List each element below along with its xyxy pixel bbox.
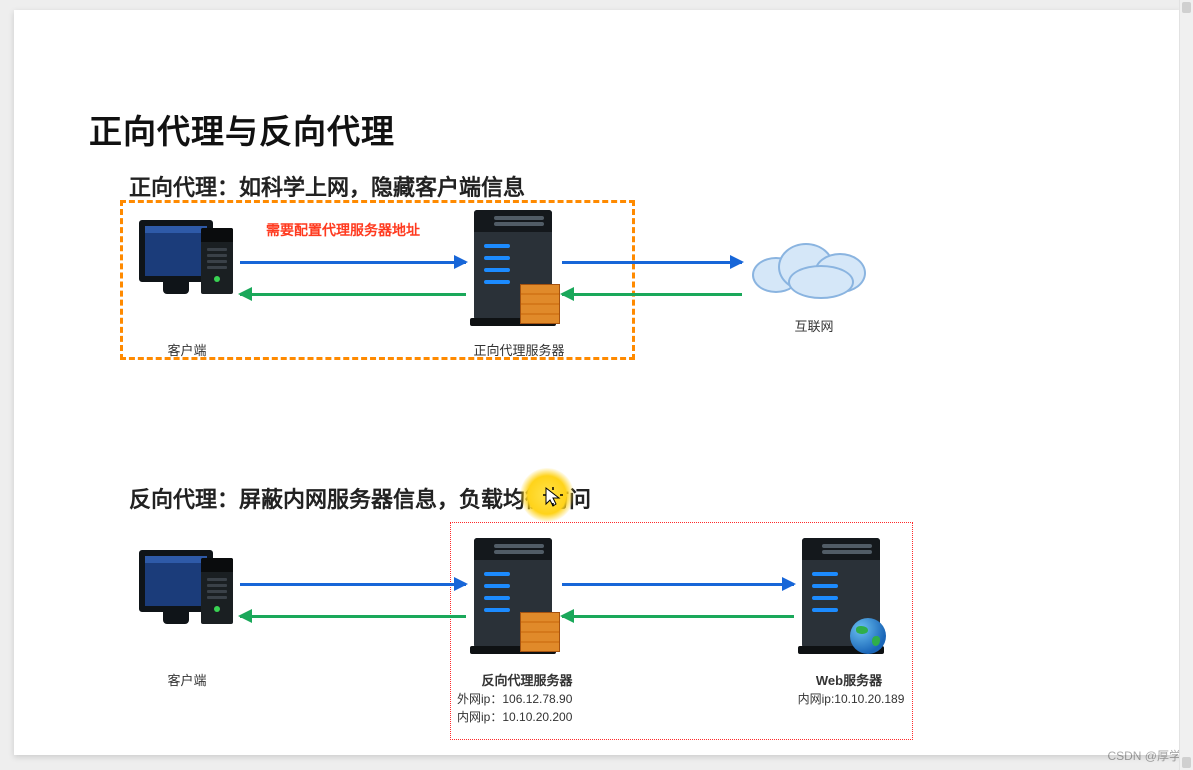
cursor-highlight-icon [520,468,574,522]
client1-icon [139,220,229,294]
forward-proxy-server-icon [474,210,552,320]
watermark: CSDN @厚学 [1107,747,1181,764]
slide-page: 正向代理与反向代理 正向代理：如科学上网，隐藏客户端信息 客户端 需要配置代理服… [14,10,1180,755]
globe-icon [850,618,886,654]
client2-icon [139,550,229,624]
forward-proxy-label: 正向代理服务器 [454,340,584,359]
proxy-config-note: 需要配置代理服务器地址 [266,220,420,240]
web-server-ip: 内网ip:10.10.20.189 [766,690,936,707]
reverse-proxy-server-icon [474,538,552,648]
web-server-icon [802,538,880,648]
web-server-label: Web服务器 [784,670,914,689]
section1-subtitle: 正向代理：如科学上网，隐藏客户端信息 [129,170,525,202]
page-title: 正向代理与反向代理 [89,105,395,153]
reverse-proxy-ip1: 外网ip：106.12.78.90 [457,690,627,707]
firewall-icon [520,284,560,324]
client1-label: 客户端 [142,340,232,359]
reverse-proxy-label: 反向代理服务器 [462,670,592,689]
internet-label: 互联网 [774,316,854,335]
client2-label: 客户端 [142,670,232,689]
reverse-proxy-ip2: 内网ip：10.10.20.200 [457,708,627,725]
internet-cloud-icon [744,235,874,305]
firewall-icon [520,612,560,652]
vertical-scrollbar[interactable] [1179,0,1193,770]
